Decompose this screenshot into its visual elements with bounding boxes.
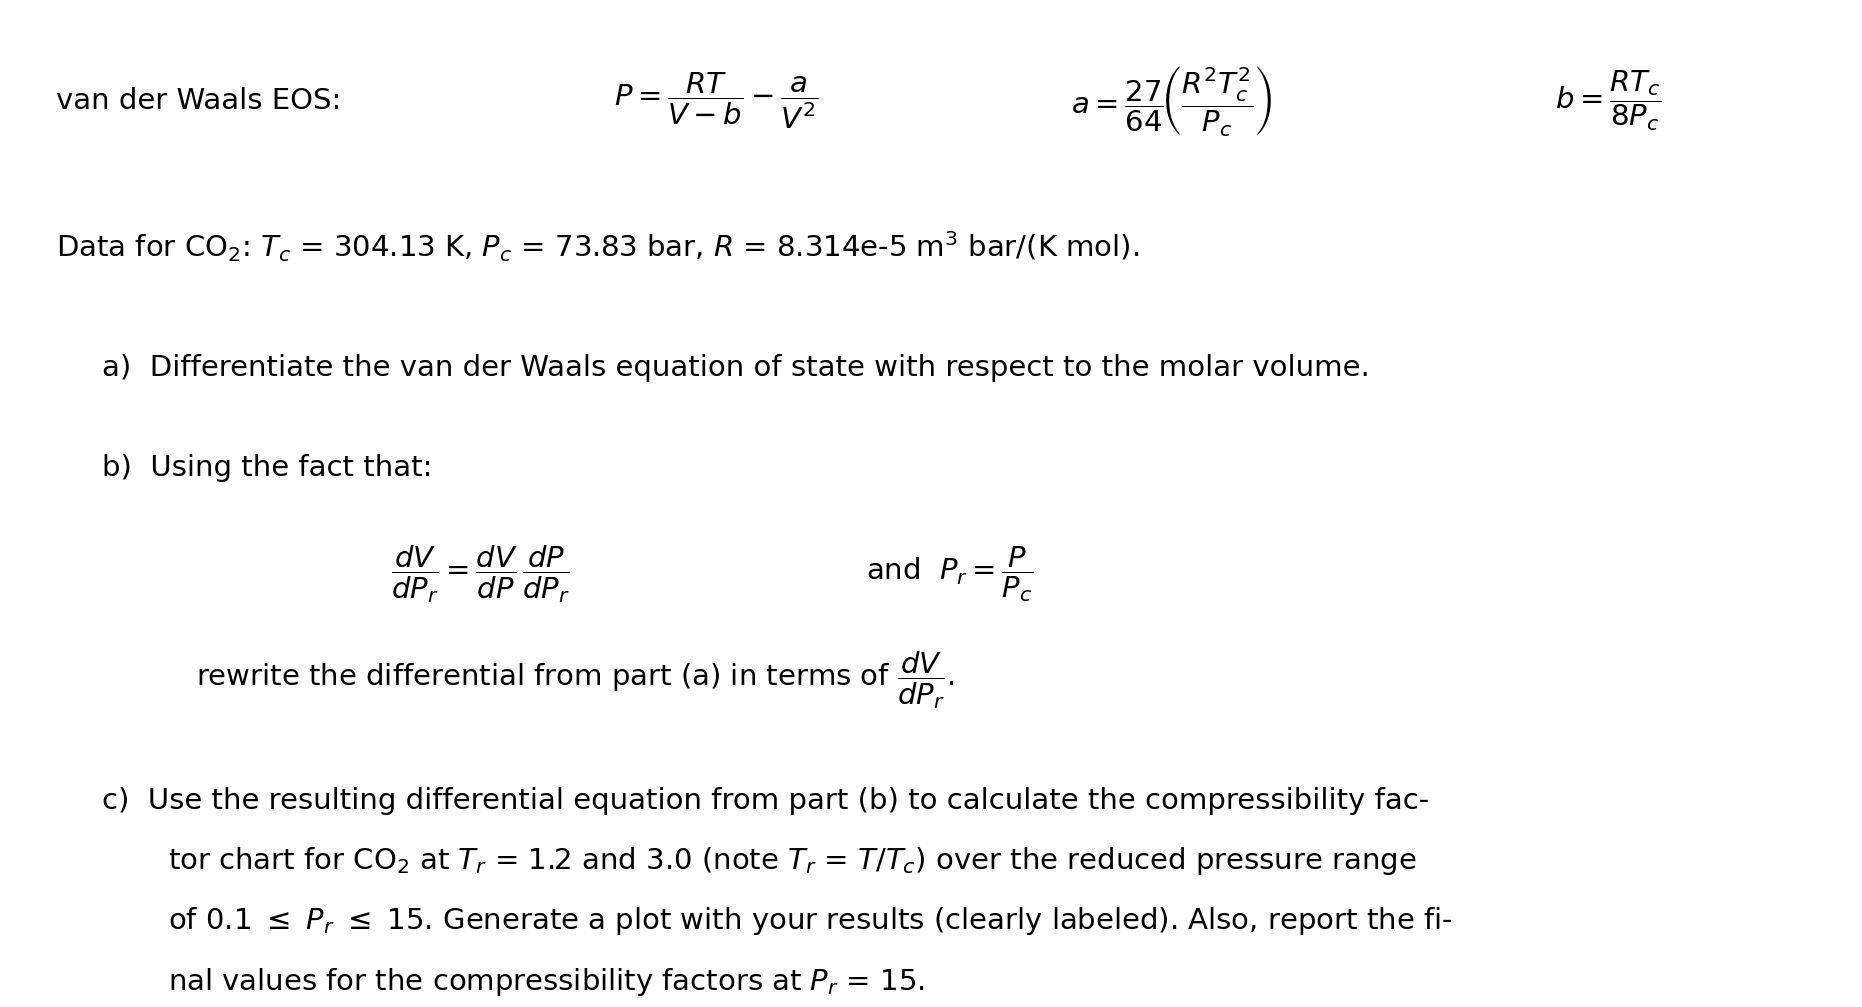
Text: $\dfrac{dV}{dP_r} = \dfrac{dV}{dP}\,\dfrac{dP}{dP_r}$: $\dfrac{dV}{dP_r} = \dfrac{dV}{dP}\,\dfr…: [391, 543, 570, 605]
Text: c)  Use the resulting differential equation from part (b) to calculate the compr: c) Use the resulting differential equati…: [102, 786, 1430, 815]
Text: $P = \dfrac{RT}{V-b} - \dfrac{a}{V^2}$: $P = \dfrac{RT}{V-b} - \dfrac{a}{V^2}$: [614, 70, 819, 131]
Text: van der Waals EOS:: van der Waals EOS:: [56, 87, 341, 115]
Text: of 0.1 $\leq$ $P_r$ $\leq$ 15. Generate a plot with your results (clearly labele: of 0.1 $\leq$ $P_r$ $\leq$ 15. Generate …: [168, 905, 1452, 938]
Text: $a = \dfrac{27}{64}\!\left(\dfrac{R^2T_c^2}{P_c}\right)$: $a = \dfrac{27}{64}\!\left(\dfrac{R^2T_c…: [1071, 63, 1272, 138]
Text: a)  Differentiate the van der Waals equation of state with respect to the molar : a) Differentiate the van der Waals equat…: [102, 353, 1370, 382]
Text: rewrite the differential from part (a) in terms of $\dfrac{dV}{dP_r}$.: rewrite the differential from part (a) i…: [196, 649, 953, 711]
Text: tor chart for CO$_2$ at $T_r$ = 1.2 and 3.0 (note $T_r$ = $T/T_c$) over the redu: tor chart for CO$_2$ at $T_r$ = 1.2 and …: [168, 845, 1417, 877]
Text: Data for CO$_2$: $T_c$ = 304.13 K, $P_c$ = 73.83 bar, $R$ = 8.314e-5 m$^3$ bar/(: Data for CO$_2$: $T_c$ = 304.13 K, $P_c$…: [56, 230, 1140, 264]
Text: b)  Using the fact that:: b) Using the fact that:: [102, 454, 432, 482]
Text: and  $P_r = \dfrac{P}{P_c}$: and $P_r = \dfrac{P}{P_c}$: [866, 544, 1033, 604]
Text: $b = \dfrac{RT_c}{8P_c}$: $b = \dfrac{RT_c}{8P_c}$: [1555, 68, 1661, 133]
Text: nal values for the compressibility factors at $P_r$ = 15.: nal values for the compressibility facto…: [168, 966, 924, 998]
